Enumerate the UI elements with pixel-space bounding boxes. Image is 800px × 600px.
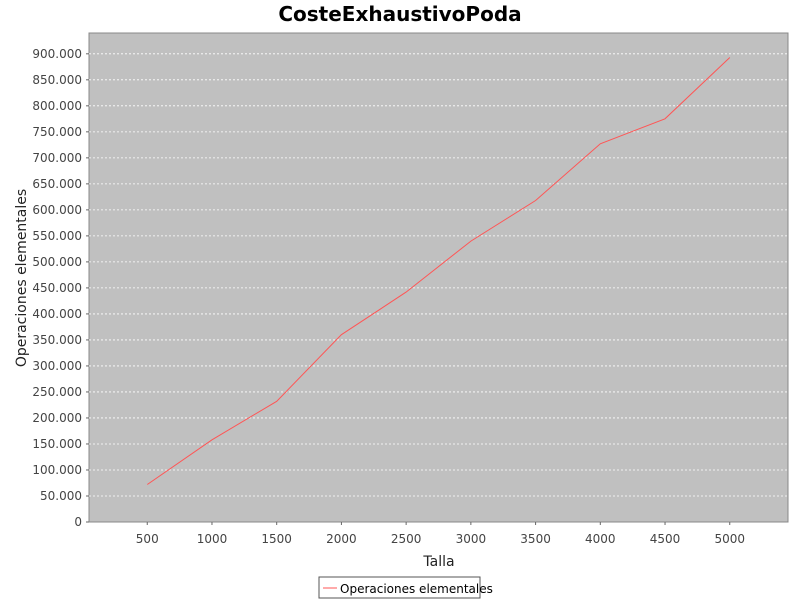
x-axis-label: Talla bbox=[422, 554, 454, 570]
x-tick-label: 1000 bbox=[197, 532, 228, 546]
x-axis-ticks: 500 1000 1500 2000 2500 3000 3500 4000 4500 5000 bbox=[136, 522, 745, 546]
y-tick-label: 800.000 bbox=[32, 99, 82, 113]
x-tick-label: 2500 bbox=[391, 532, 422, 546]
series-layer bbox=[147, 57, 731, 485]
x-tick-label: 5000 bbox=[714, 532, 745, 546]
legend-box bbox=[318, 576, 481, 599]
y-axis-label: Operaciones elementales bbox=[14, 189, 30, 367]
y-tick-label: 600.000 bbox=[32, 203, 82, 217]
series-line bbox=[147, 57, 731, 485]
y-tick-label: 300.000 bbox=[32, 359, 82, 373]
x-tick-label: 4000 bbox=[585, 532, 616, 546]
plot-area bbox=[88, 32, 789, 523]
y-tick-label: 850.000 bbox=[32, 73, 82, 87]
y-tick-label: 0 bbox=[74, 515, 82, 529]
x-tick-label: 500 bbox=[136, 532, 159, 546]
x-tick-label: 1500 bbox=[261, 532, 292, 546]
y-tick-label: 700.000 bbox=[32, 151, 82, 165]
y-tick-label: 250.000 bbox=[32, 385, 82, 399]
y-tick-label: 100.000 bbox=[32, 463, 82, 477]
y-tick-label: 350.000 bbox=[32, 333, 82, 347]
y-tick-label: 550.000 bbox=[32, 229, 82, 243]
y-tick-label: 650.000 bbox=[32, 177, 82, 191]
legend-label: Operaciones elementales bbox=[340, 582, 493, 596]
y-tick-label: 400.000 bbox=[32, 307, 82, 321]
chart-title: CosteExhaustivoPoda bbox=[278, 2, 521, 26]
y-tick-label: 150.000 bbox=[32, 437, 82, 451]
x-tick-label: 3500 bbox=[520, 532, 551, 546]
legend: Operaciones elementales bbox=[318, 576, 493, 599]
y-tick-label: 200.000 bbox=[32, 411, 82, 425]
y-tick-label: 750.000 bbox=[32, 125, 82, 139]
gridlines bbox=[89, 53, 788, 497]
y-tick-label: 450.000 bbox=[32, 281, 82, 295]
y-tick-label: 50.000 bbox=[40, 489, 82, 503]
x-tick-label: 3000 bbox=[456, 532, 487, 546]
x-tick-label: 2000 bbox=[326, 532, 357, 546]
y-tick-label: 900.000 bbox=[32, 47, 82, 61]
x-tick-label: 4500 bbox=[650, 532, 681, 546]
y-axis-ticks: 0 50.000 100.000 150.000 200.000 250.000 300.0… bbox=[32, 47, 89, 529]
y-tick-label: 500.000 bbox=[32, 255, 82, 269]
